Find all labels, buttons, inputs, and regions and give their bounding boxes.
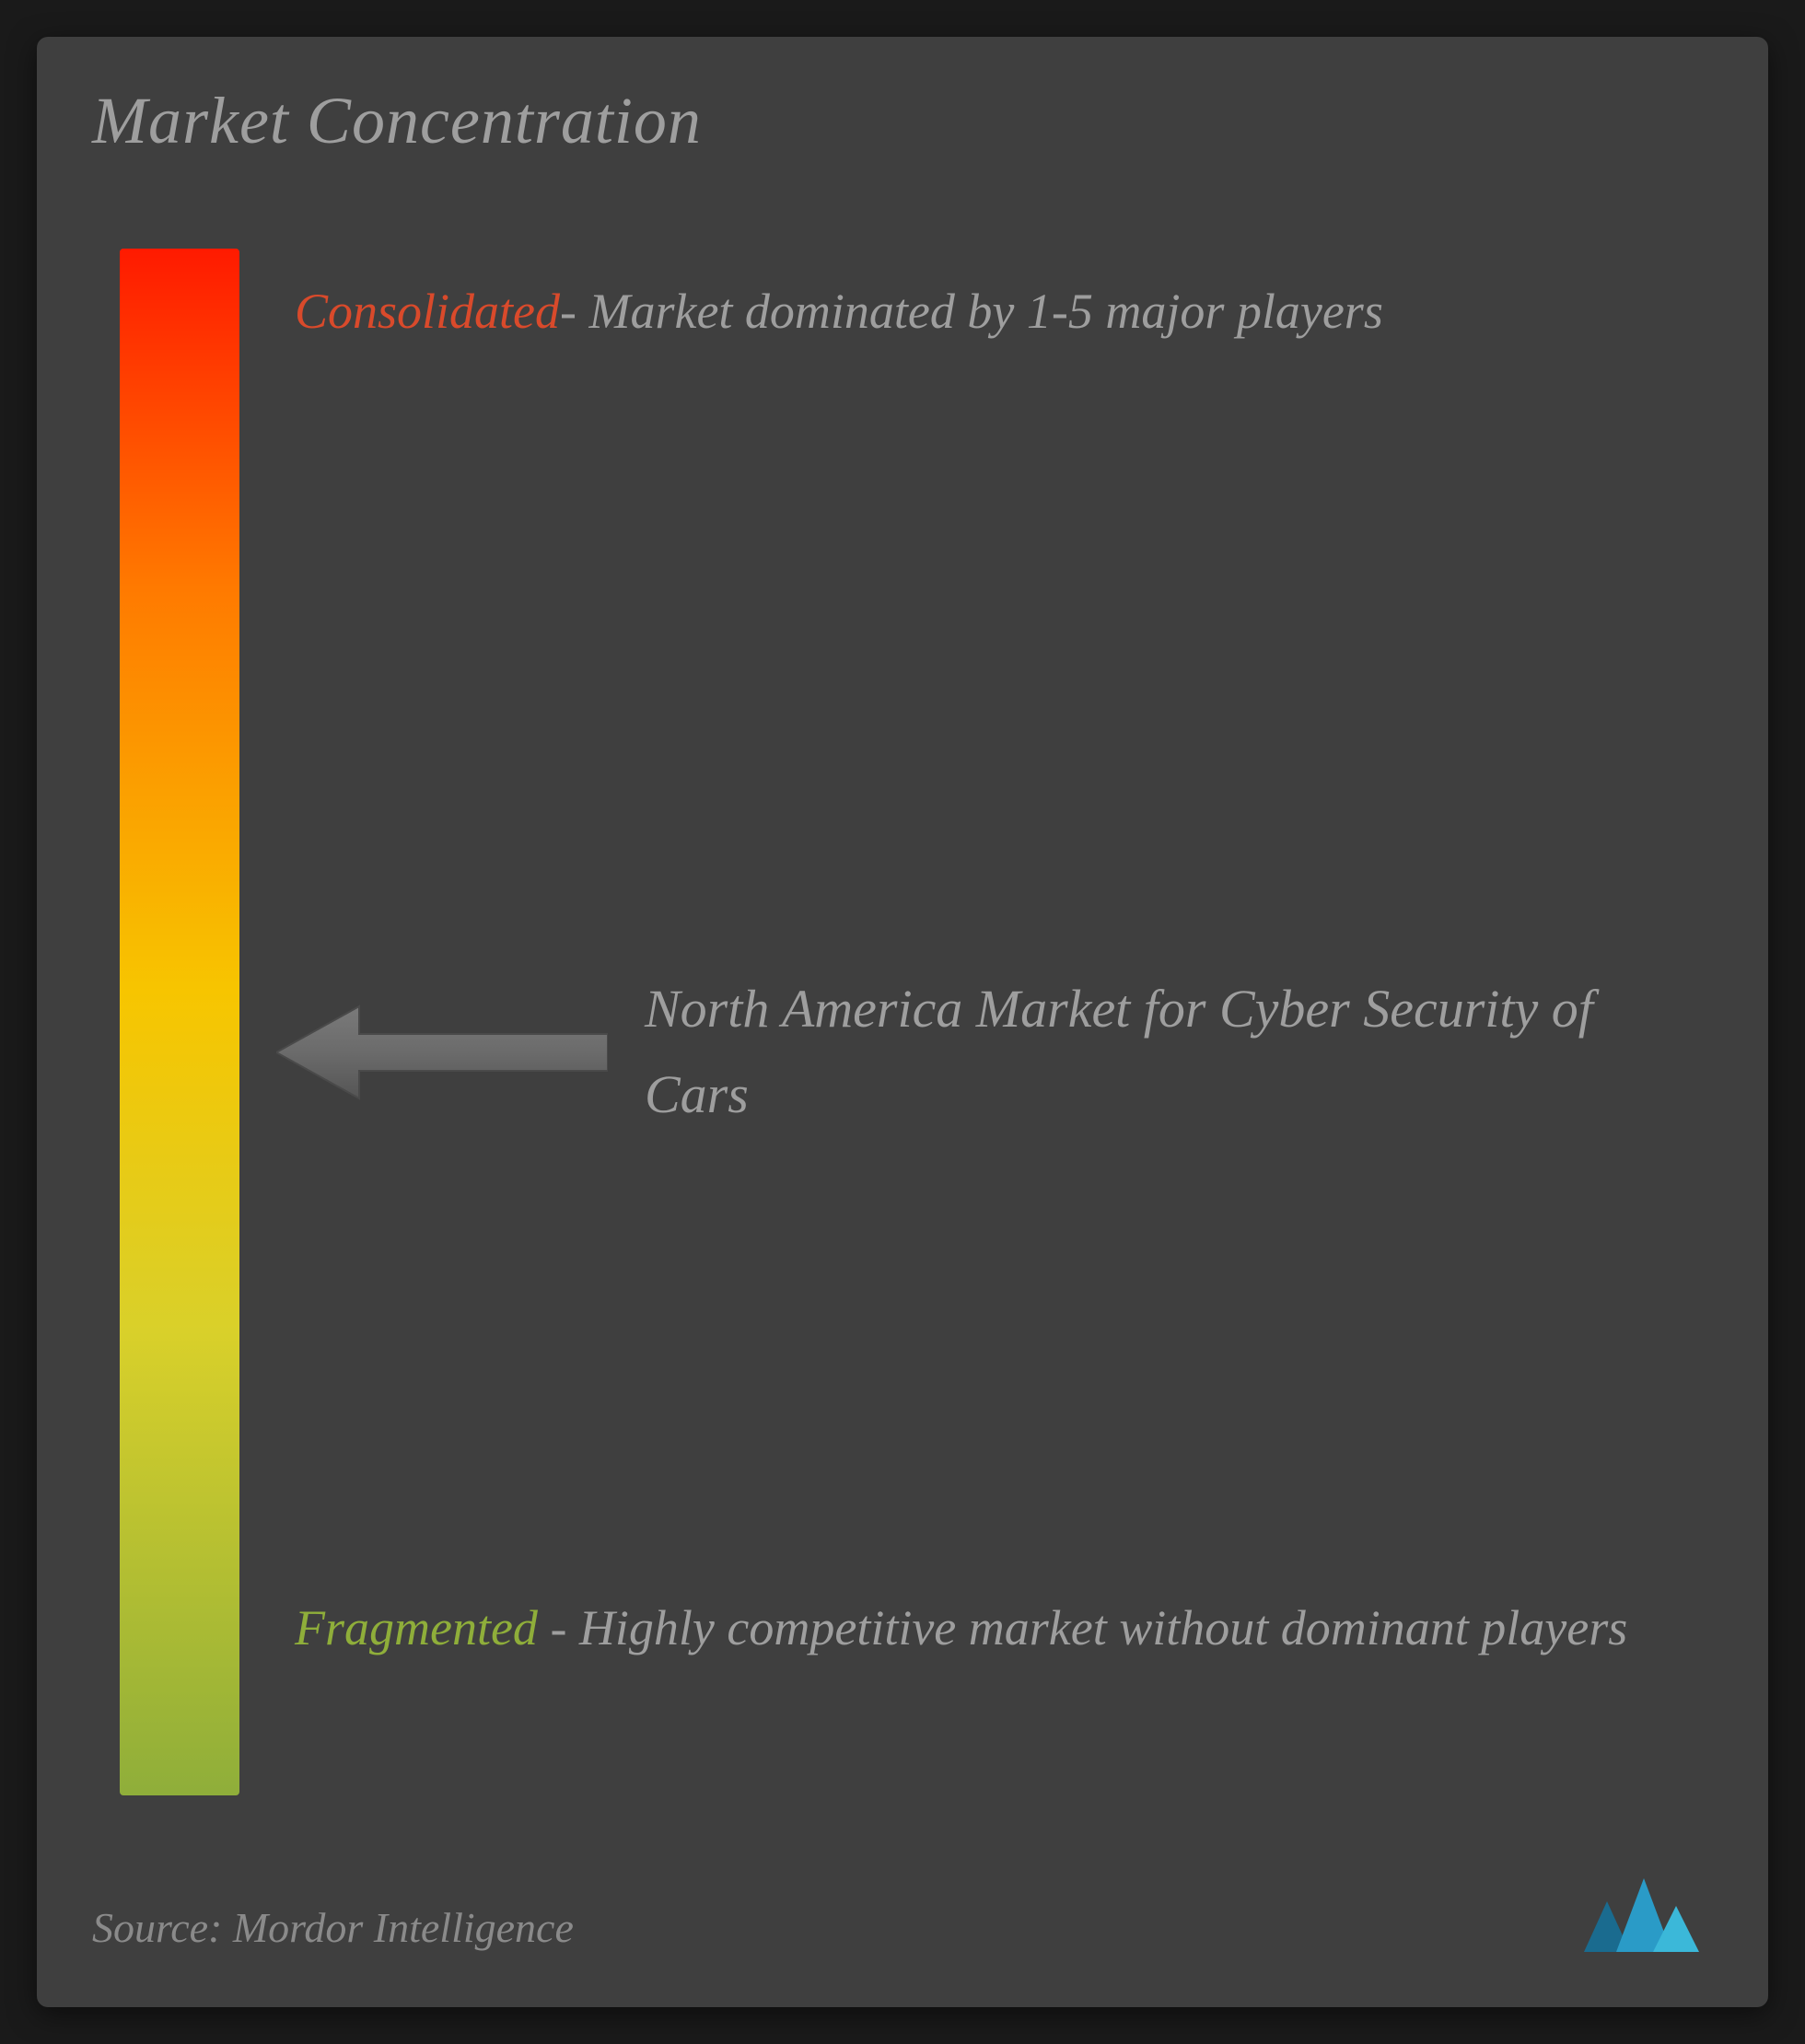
mordor-logo-icon — [1575, 1860, 1704, 1961]
source-name: Mordor Intelligence — [233, 1904, 574, 1951]
fragmented-label: Fragmented — [295, 1600, 538, 1655]
arrow-left-icon — [276, 997, 608, 1108]
infographic-card: Market Concentration Consolidated- Marke… — [37, 37, 1768, 2007]
page-title: Market Concentration — [92, 83, 702, 159]
consolidated-caption: Consolidated- Market dominated by 1-5 ma… — [295, 267, 1676, 356]
fragmented-caption: Fragmented - Highly competitive market w… — [295, 1584, 1676, 1673]
consolidated-desc: - Market dominated by 1-5 major players — [560, 284, 1383, 339]
market-position-marker: North America Market for Cyber Security … — [276, 967, 1704, 1138]
source-prefix: Source: — [92, 1904, 233, 1951]
concentration-gradient-bar — [120, 249, 239, 1795]
consolidated-label: Consolidated — [295, 284, 560, 339]
source-attribution: Source: Mordor Intelligence — [92, 1903, 574, 1952]
market-name-label: North America Market for Cyber Security … — [645, 967, 1704, 1138]
fragmented-desc: - Highly competitive market without domi… — [538, 1600, 1627, 1655]
